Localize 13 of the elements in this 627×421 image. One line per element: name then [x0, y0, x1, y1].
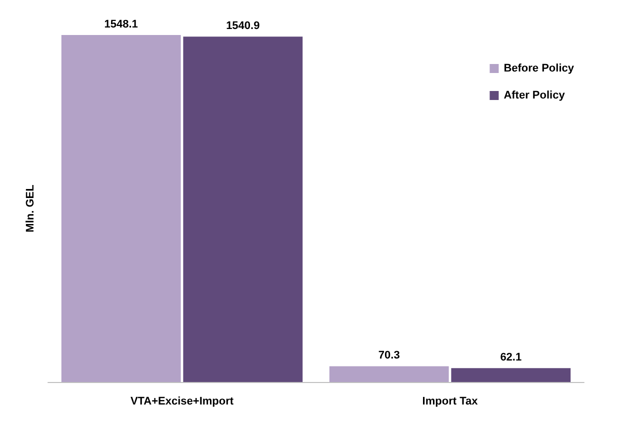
bar: [329, 366, 449, 382]
bar: [451, 368, 571, 382]
legend-label: Before Policy: [504, 62, 575, 74]
bar: [183, 36, 303, 382]
data-label: 70.3: [378, 350, 400, 362]
x-tick-label: Import Tax: [422, 396, 479, 408]
bar: [61, 35, 181, 382]
x-tick-label: VTA+Excise+Import: [130, 396, 234, 408]
data-label: 62.1: [500, 352, 522, 364]
y-axis-title: Mln. GEL: [24, 184, 36, 232]
data-label: 1548.1: [104, 18, 138, 30]
data-label: 1540.9: [226, 20, 260, 32]
legend-label: After Policy: [504, 90, 566, 102]
